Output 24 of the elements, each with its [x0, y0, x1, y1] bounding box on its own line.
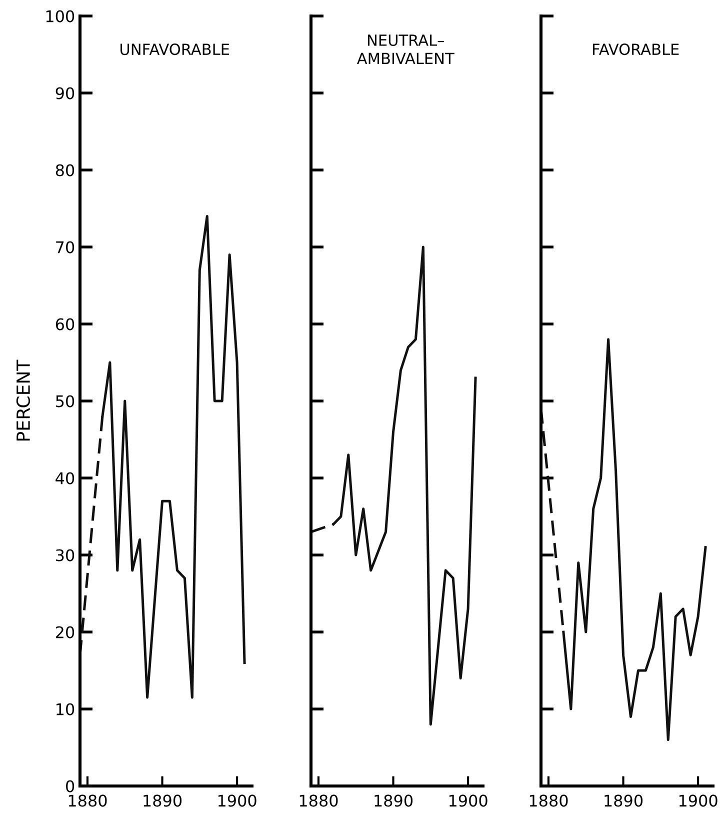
y-tick-label: 70 — [56, 241, 74, 254]
y-axis-title: PERCENT — [16, 360, 30, 440]
y-tick-label: 0 — [66, 780, 74, 792]
y-tick-label: 80 — [56, 164, 74, 176]
text: UNFAVORABLE — [120, 44, 230, 56]
x-tick-label: 1880 — [68, 794, 107, 807]
x-tick-label: 1880 — [530, 794, 568, 807]
x-tick-label: 1890 — [144, 794, 182, 807]
y-tick-label: 20 — [56, 626, 74, 638]
text: NEUTRAL– AMBIVALENT — [356, 34, 454, 64]
x-tick-label: 1880 — [300, 794, 338, 807]
x-tick-label: 1900 — [679, 794, 718, 807]
y-tick-label: 50 — [56, 395, 74, 408]
x-tick-label: 1890 — [374, 794, 413, 807]
x-tick-label: 1900 — [218, 794, 256, 807]
y-tick-label: 10 — [56, 703, 74, 716]
y-tick-label: 100 — [46, 10, 74, 22]
y-tick-label: 40 — [56, 472, 74, 484]
y-tick-label: 90 — [56, 87, 74, 100]
x-tick-label: 1890 — [604, 794, 643, 807]
text: FAVORABLE — [593, 44, 679, 56]
x-tick-label: 1900 — [449, 794, 488, 807]
y-tick-label: 30 — [56, 549, 74, 562]
y-tick-label: 60 — [56, 318, 74, 330]
